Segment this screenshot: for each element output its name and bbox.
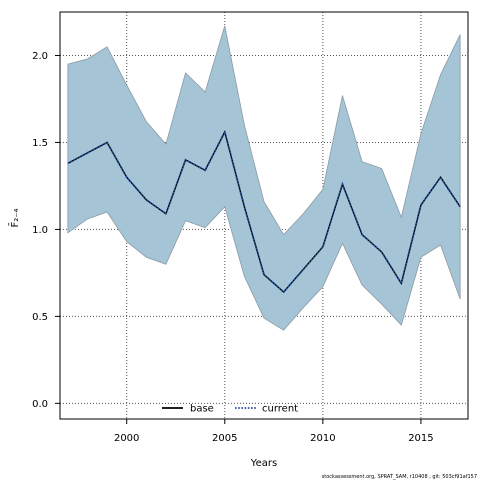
confidence-band <box>67 25 461 331</box>
series-lines <box>67 129 461 294</box>
legend-label-current: current <box>262 404 298 415</box>
legend: base current <box>162 404 298 415</box>
y-axis-label: F̄₂₋₄ <box>8 208 21 227</box>
x-tick-label-2: 2010 <box>310 433 335 444</box>
x-axis: 2000 2005 2010 2015 <box>114 419 434 444</box>
y-tick-label-3: 1.5 <box>32 138 48 149</box>
plot-frame <box>59 11 469 420</box>
y-axis: 0.0 0.5 1.0 1.5 2.0 <box>32 51 60 410</box>
legend-label-base: base <box>190 404 214 415</box>
y-tick-label-4: 2.0 <box>32 51 48 62</box>
x-tick-label-0: 2000 <box>114 433 139 444</box>
x-tick-label-3: 2015 <box>408 433 433 444</box>
y-tick-label-2: 1.0 <box>32 225 48 236</box>
y-tick-label-1: 0.5 <box>32 312 48 323</box>
y-tick-label-0: 0.0 <box>32 399 48 410</box>
x-tick-label-1: 2005 <box>212 433 237 444</box>
series-line-current <box>67 129 461 294</box>
footnote: stockassessment.org, SPRAT_SAM, r10408 ,… <box>322 474 477 480</box>
x-axis-label: Years <box>250 458 277 469</box>
